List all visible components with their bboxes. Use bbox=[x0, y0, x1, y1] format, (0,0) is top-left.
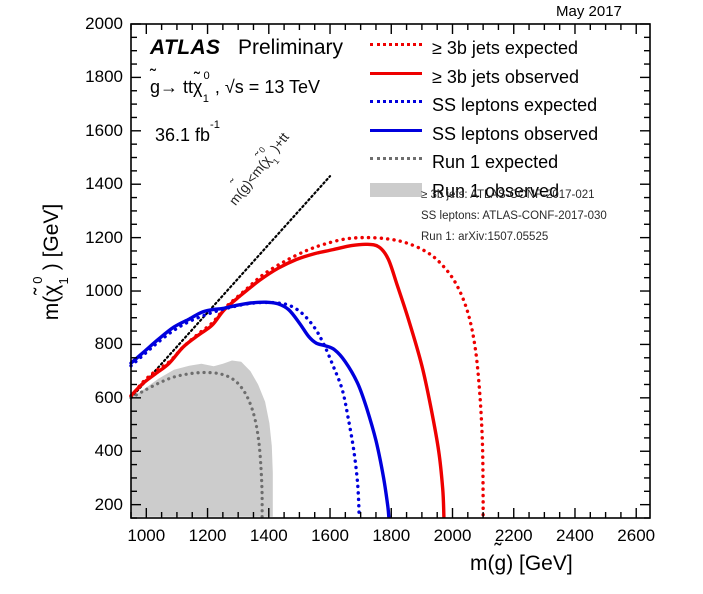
luminosity-label: 36.1 fb-1 bbox=[155, 119, 220, 145]
legend-label: SS leptons observed bbox=[432, 123, 599, 144]
curve-ss-leptons-observed bbox=[129, 300, 391, 519]
y-tick-label: 600 bbox=[94, 387, 123, 407]
y-tick-label: 2000 bbox=[85, 14, 123, 33]
y-tick-label: 1400 bbox=[85, 174, 123, 194]
legend-swatch-solid bbox=[370, 128, 422, 132]
y-tick-label: 1200 bbox=[85, 227, 123, 247]
atlas-logo-text: ATLAS bbox=[150, 36, 221, 59]
y-tick-label: 1600 bbox=[85, 120, 123, 140]
reference-line: ≥ 3b jets: ATLAS-CONF-2017-021 bbox=[421, 189, 595, 201]
legend-label: ≥ 3b jets expected bbox=[432, 38, 578, 58]
legend-swatch-band bbox=[370, 182, 422, 197]
preliminary-label: Preliminary bbox=[238, 36, 344, 59]
y-tick-label: 200 bbox=[94, 494, 123, 514]
y-tick-label: 1000 bbox=[85, 281, 123, 301]
x-tick-label: 1400 bbox=[249, 526, 288, 545]
legend-swatch-dotted bbox=[370, 157, 422, 160]
legend-label: ≥ 3b jets observed bbox=[432, 66, 579, 87]
x-axis-label: m(g̃) [GeV] bbox=[470, 552, 573, 575]
legend-label: SS leptons expected bbox=[432, 95, 598, 115]
legend-label: Run 1 observed bbox=[432, 180, 560, 201]
x-tick-label: 1800 bbox=[372, 526, 411, 545]
reference-line: Run 1: arXiv:1507.05525 bbox=[421, 231, 549, 243]
legend-swatch-solid bbox=[370, 71, 422, 75]
x-tick-label: 1200 bbox=[188, 526, 227, 545]
x-tick-label: 2200 bbox=[494, 526, 533, 545]
process-label: g̃→ ttχ̃01, √s = 13 TeV bbox=[150, 70, 321, 105]
legend-swatch-dotted bbox=[370, 100, 422, 103]
y-tick-label: 400 bbox=[94, 441, 123, 461]
reference-line: SS leptons: ATLAS-CONF-2017-030 bbox=[421, 210, 607, 222]
run1-observed-band bbox=[131, 360, 273, 517]
x-tick-label: 1600 bbox=[311, 526, 349, 545]
x-tick-label: 2600 bbox=[617, 526, 656, 545]
plot-date: May 2017 bbox=[556, 3, 622, 20]
y-tick-label: 800 bbox=[94, 334, 123, 354]
kinematic-boundary-line bbox=[129, 175, 332, 399]
curve-run-1-expected bbox=[129, 370, 264, 519]
x-tick-label: 2000 bbox=[433, 526, 472, 545]
plot-frame bbox=[130, 23, 651, 519]
legend-swatch-dotted bbox=[370, 43, 422, 46]
legend-label: Run 1 expected bbox=[432, 152, 559, 172]
y-tick-label: 1800 bbox=[85, 67, 123, 87]
x-tick-label: 1000 bbox=[127, 526, 166, 545]
curve-3b-jets-observed bbox=[129, 242, 446, 519]
x-tick-label: 2400 bbox=[556, 526, 594, 545]
